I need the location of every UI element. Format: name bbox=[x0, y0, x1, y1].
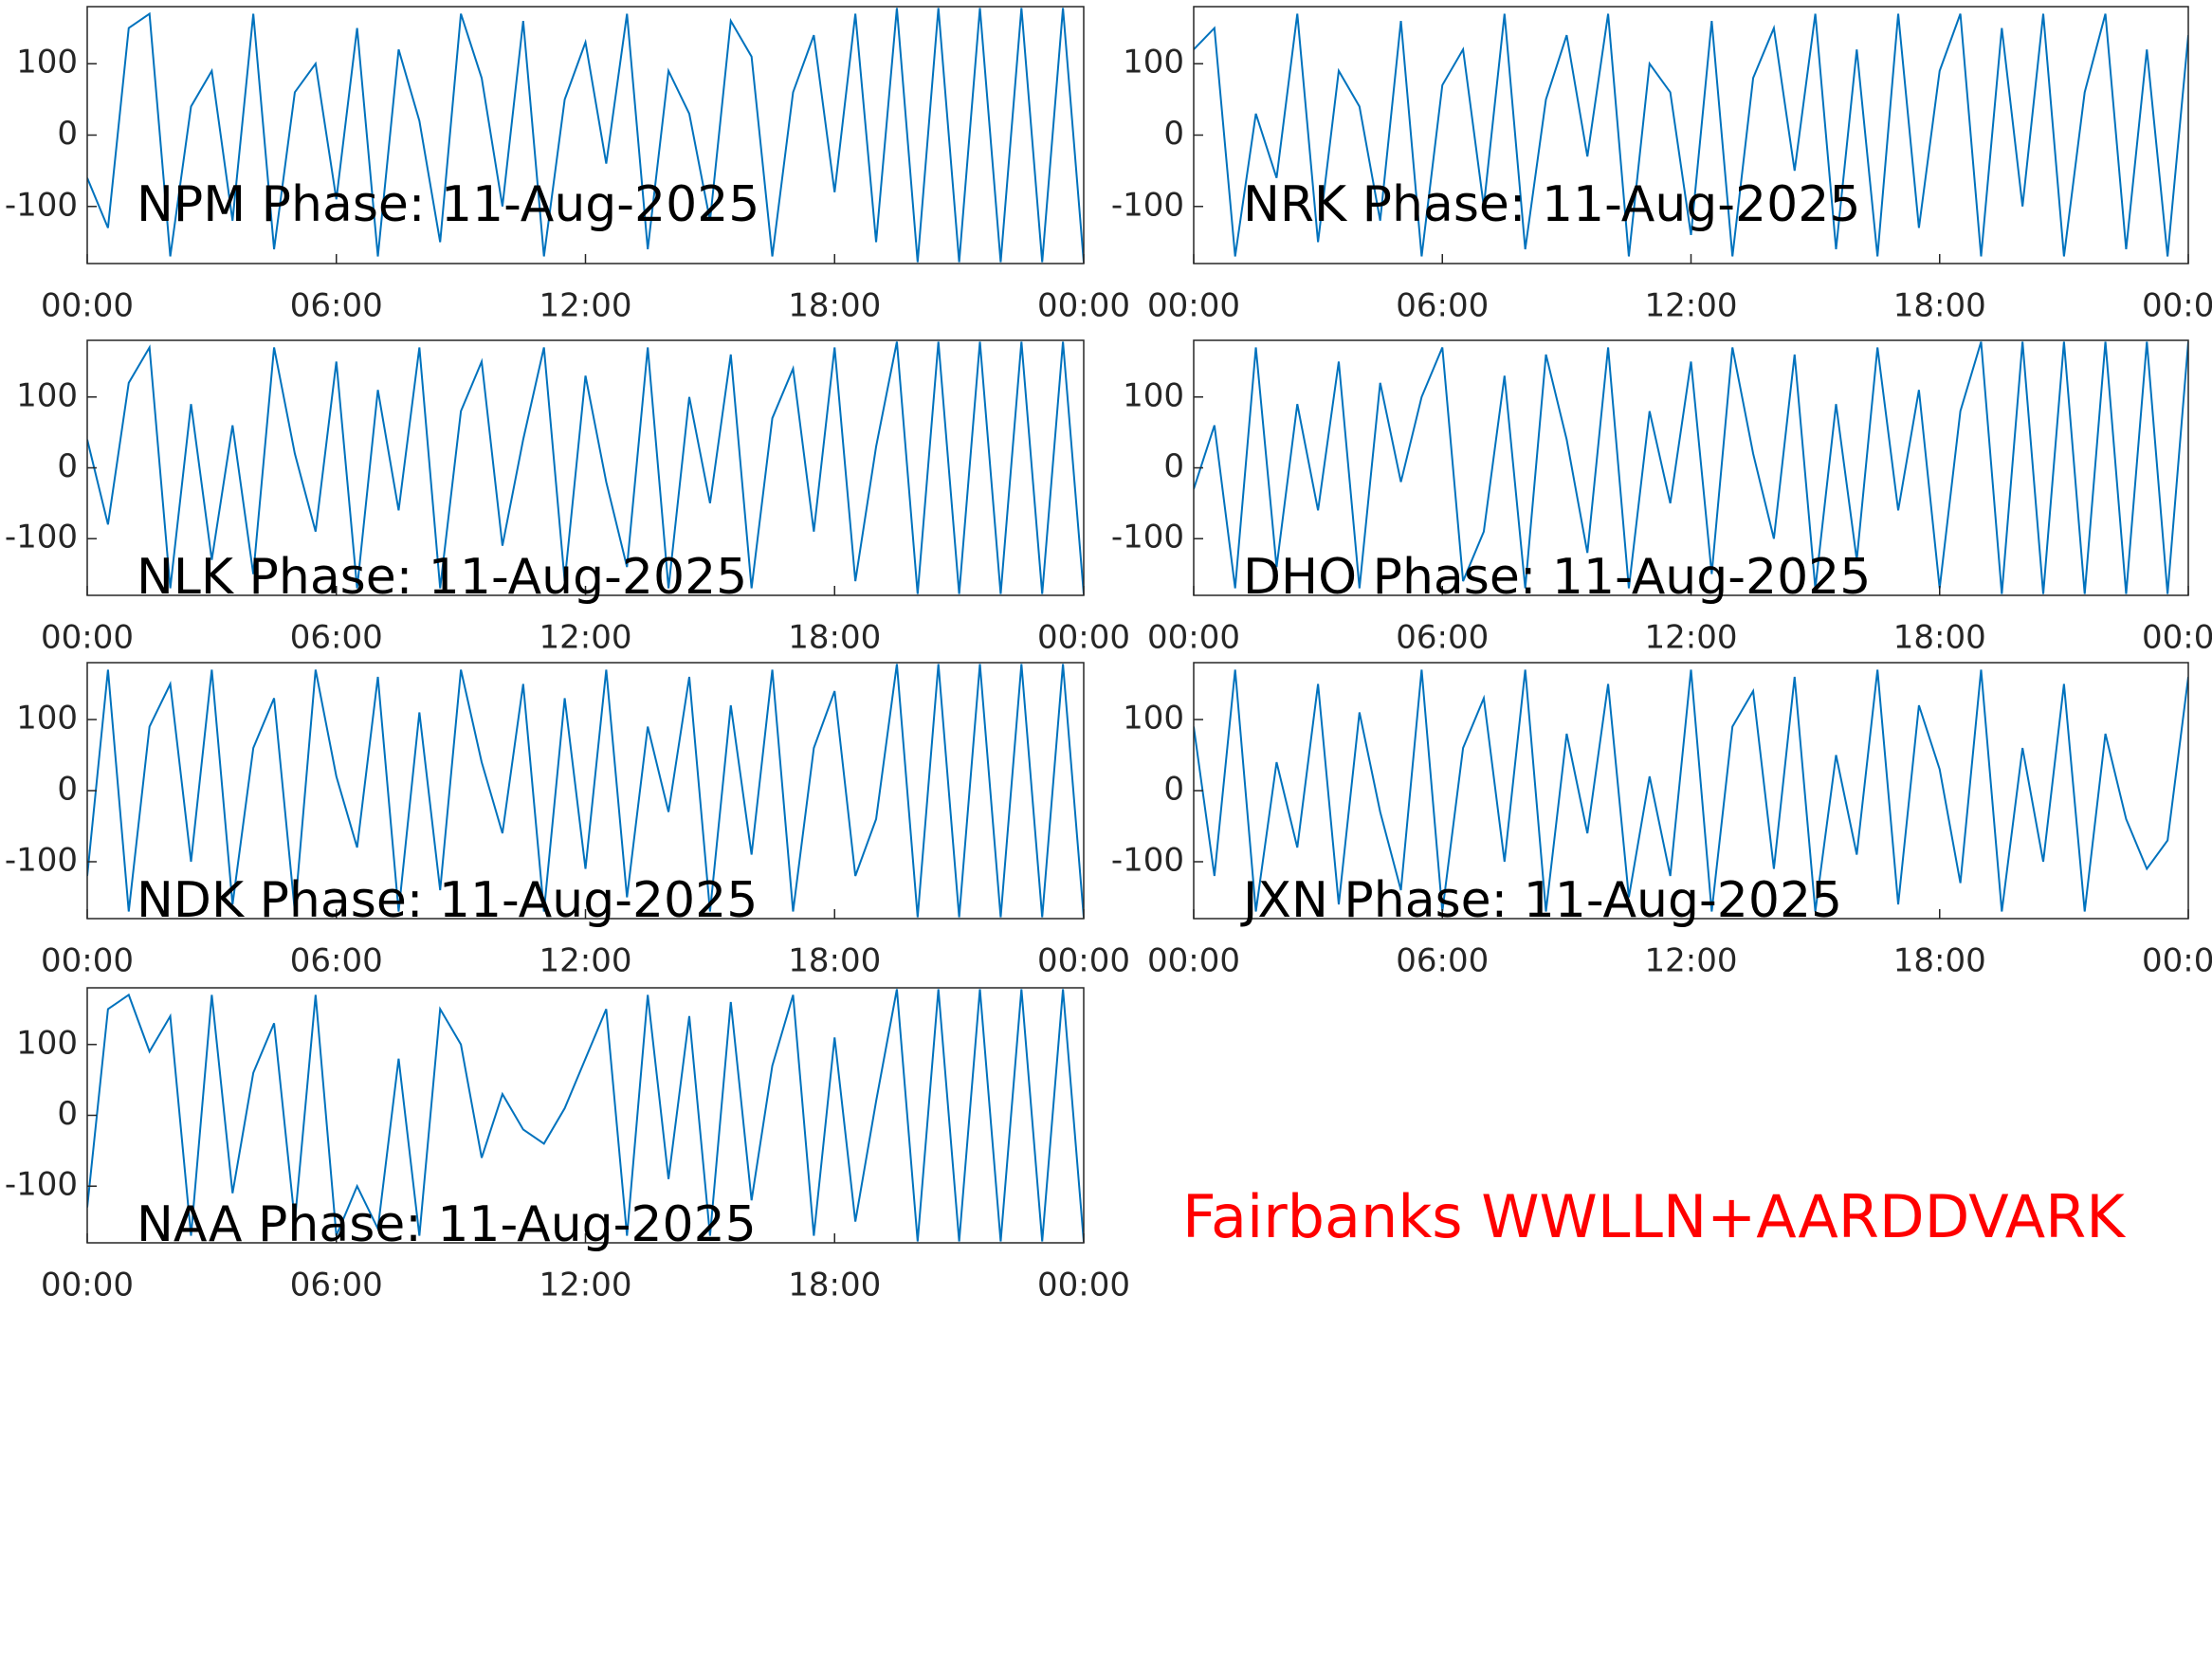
y-tick-label: 0 bbox=[1163, 447, 1184, 485]
y-tick-label: 0 bbox=[1163, 115, 1184, 153]
x-tick-label: 00:00 bbox=[1147, 287, 1240, 325]
x-tick-label: 00:00 bbox=[1037, 942, 1130, 980]
x-tick-label: 12:00 bbox=[539, 619, 632, 657]
x-tick-label: 00:00 bbox=[1037, 1267, 1130, 1304]
x-tick-label: 12:00 bbox=[1645, 942, 1738, 980]
x-tick-label: 18:00 bbox=[788, 619, 881, 657]
y-tick-label: -100 bbox=[5, 519, 78, 556]
panel-title: NPM Phase: 11-Aug-2025 bbox=[137, 176, 759, 233]
annotation: Fairbanks WWLLN+AARDDVARK bbox=[1182, 1182, 2126, 1251]
panel-title: NAA Phase: 11-Aug-2025 bbox=[137, 1196, 757, 1253]
x-tick-label: 12:00 bbox=[539, 942, 632, 980]
x-tick-label: 00:00 bbox=[1147, 942, 1240, 980]
panel: -100 0 100 00:00 06:00 12:00 18:00 00:00 NRK Pha… bbox=[1111, 6, 2212, 325]
panel-title: NDK Phase: 11-Aug-2025 bbox=[137, 872, 758, 929]
y-tick-label: -100 bbox=[1111, 842, 1184, 880]
x-tick-label: 06:00 bbox=[1396, 942, 1489, 980]
y-tick-label: 0 bbox=[57, 447, 78, 485]
phase-line bbox=[1194, 13, 2188, 257]
x-tick-label: 18:00 bbox=[788, 287, 881, 325]
y-tick-label: 100 bbox=[1123, 376, 1184, 414]
panel: -100 0 100 00:00 06:00 12:00 18:00 00:00 NPM Pha… bbox=[5, 6, 1130, 325]
x-tick-label: 06:00 bbox=[290, 287, 383, 325]
x-tick-label: 00:00 bbox=[41, 287, 134, 325]
phase-line bbox=[1194, 341, 2188, 594]
x-tick-label: 06:00 bbox=[290, 942, 383, 980]
y-tick-label: 100 bbox=[1123, 44, 1184, 82]
y-tick-label: -100 bbox=[5, 186, 78, 224]
x-tick-label: 18:00 bbox=[1893, 287, 1986, 325]
y-tick-label: -100 bbox=[5, 1166, 78, 1204]
y-tick-label: 0 bbox=[1163, 771, 1184, 809]
panel-title: DHO Phase: 11-Aug-2025 bbox=[1243, 549, 1871, 606]
x-tick-label: 12:00 bbox=[539, 1267, 632, 1304]
panel-title: NLK Phase: 11-Aug-2025 bbox=[137, 549, 747, 606]
x-tick-label: 00:00 bbox=[2142, 287, 2212, 325]
phase-line bbox=[1194, 669, 2188, 912]
x-tick-label: 00:00 bbox=[1037, 619, 1130, 657]
x-tick-label: 18:00 bbox=[788, 942, 881, 980]
x-tick-label: 00:00 bbox=[41, 1267, 134, 1304]
phase-line bbox=[87, 664, 1084, 918]
x-tick-label: 06:00 bbox=[1396, 619, 1489, 657]
y-tick-label: -100 bbox=[5, 842, 78, 880]
phase-line bbox=[87, 341, 1084, 594]
x-tick-label: 12:00 bbox=[539, 287, 632, 325]
x-tick-label: 12:00 bbox=[1645, 619, 1738, 657]
x-tick-label: 00:00 bbox=[41, 942, 134, 980]
x-tick-label: 00:00 bbox=[1147, 619, 1240, 657]
x-tick-label: 00:00 bbox=[2142, 942, 2212, 980]
y-tick-label: 100 bbox=[16, 1024, 78, 1062]
phase-line bbox=[87, 989, 1084, 1242]
x-tick-label: 06:00 bbox=[290, 619, 383, 657]
y-tick-label: 100 bbox=[16, 700, 78, 738]
y-tick-label: 0 bbox=[57, 115, 78, 153]
x-tick-label: 00:00 bbox=[41, 619, 134, 657]
y-tick-label: -100 bbox=[1111, 519, 1184, 556]
y-tick-label: 0 bbox=[57, 1095, 78, 1133]
x-tick-label: 06:00 bbox=[290, 1267, 383, 1304]
x-tick-label: 00:00 bbox=[1037, 287, 1130, 325]
y-tick-label: 100 bbox=[16, 376, 78, 414]
x-tick-label: 18:00 bbox=[788, 1267, 881, 1304]
x-tick-label: 18:00 bbox=[1893, 619, 1986, 657]
x-tick-label: 06:00 bbox=[1396, 287, 1489, 325]
y-tick-label: 0 bbox=[57, 771, 78, 809]
panel-title: JXN Phase: 11-Aug-2025 bbox=[1240, 872, 1842, 929]
x-tick-label: 12:00 bbox=[1645, 287, 1738, 325]
phase-line bbox=[87, 8, 1084, 263]
x-tick-label: 00:00 bbox=[2142, 619, 2212, 657]
y-tick-label: 100 bbox=[1123, 700, 1184, 738]
y-tick-label: 100 bbox=[16, 44, 78, 82]
y-tick-label: -100 bbox=[1111, 186, 1184, 224]
x-tick-label: 18:00 bbox=[1893, 942, 1986, 980]
panel-title: NRK Phase: 11-Aug-2025 bbox=[1243, 176, 1860, 233]
